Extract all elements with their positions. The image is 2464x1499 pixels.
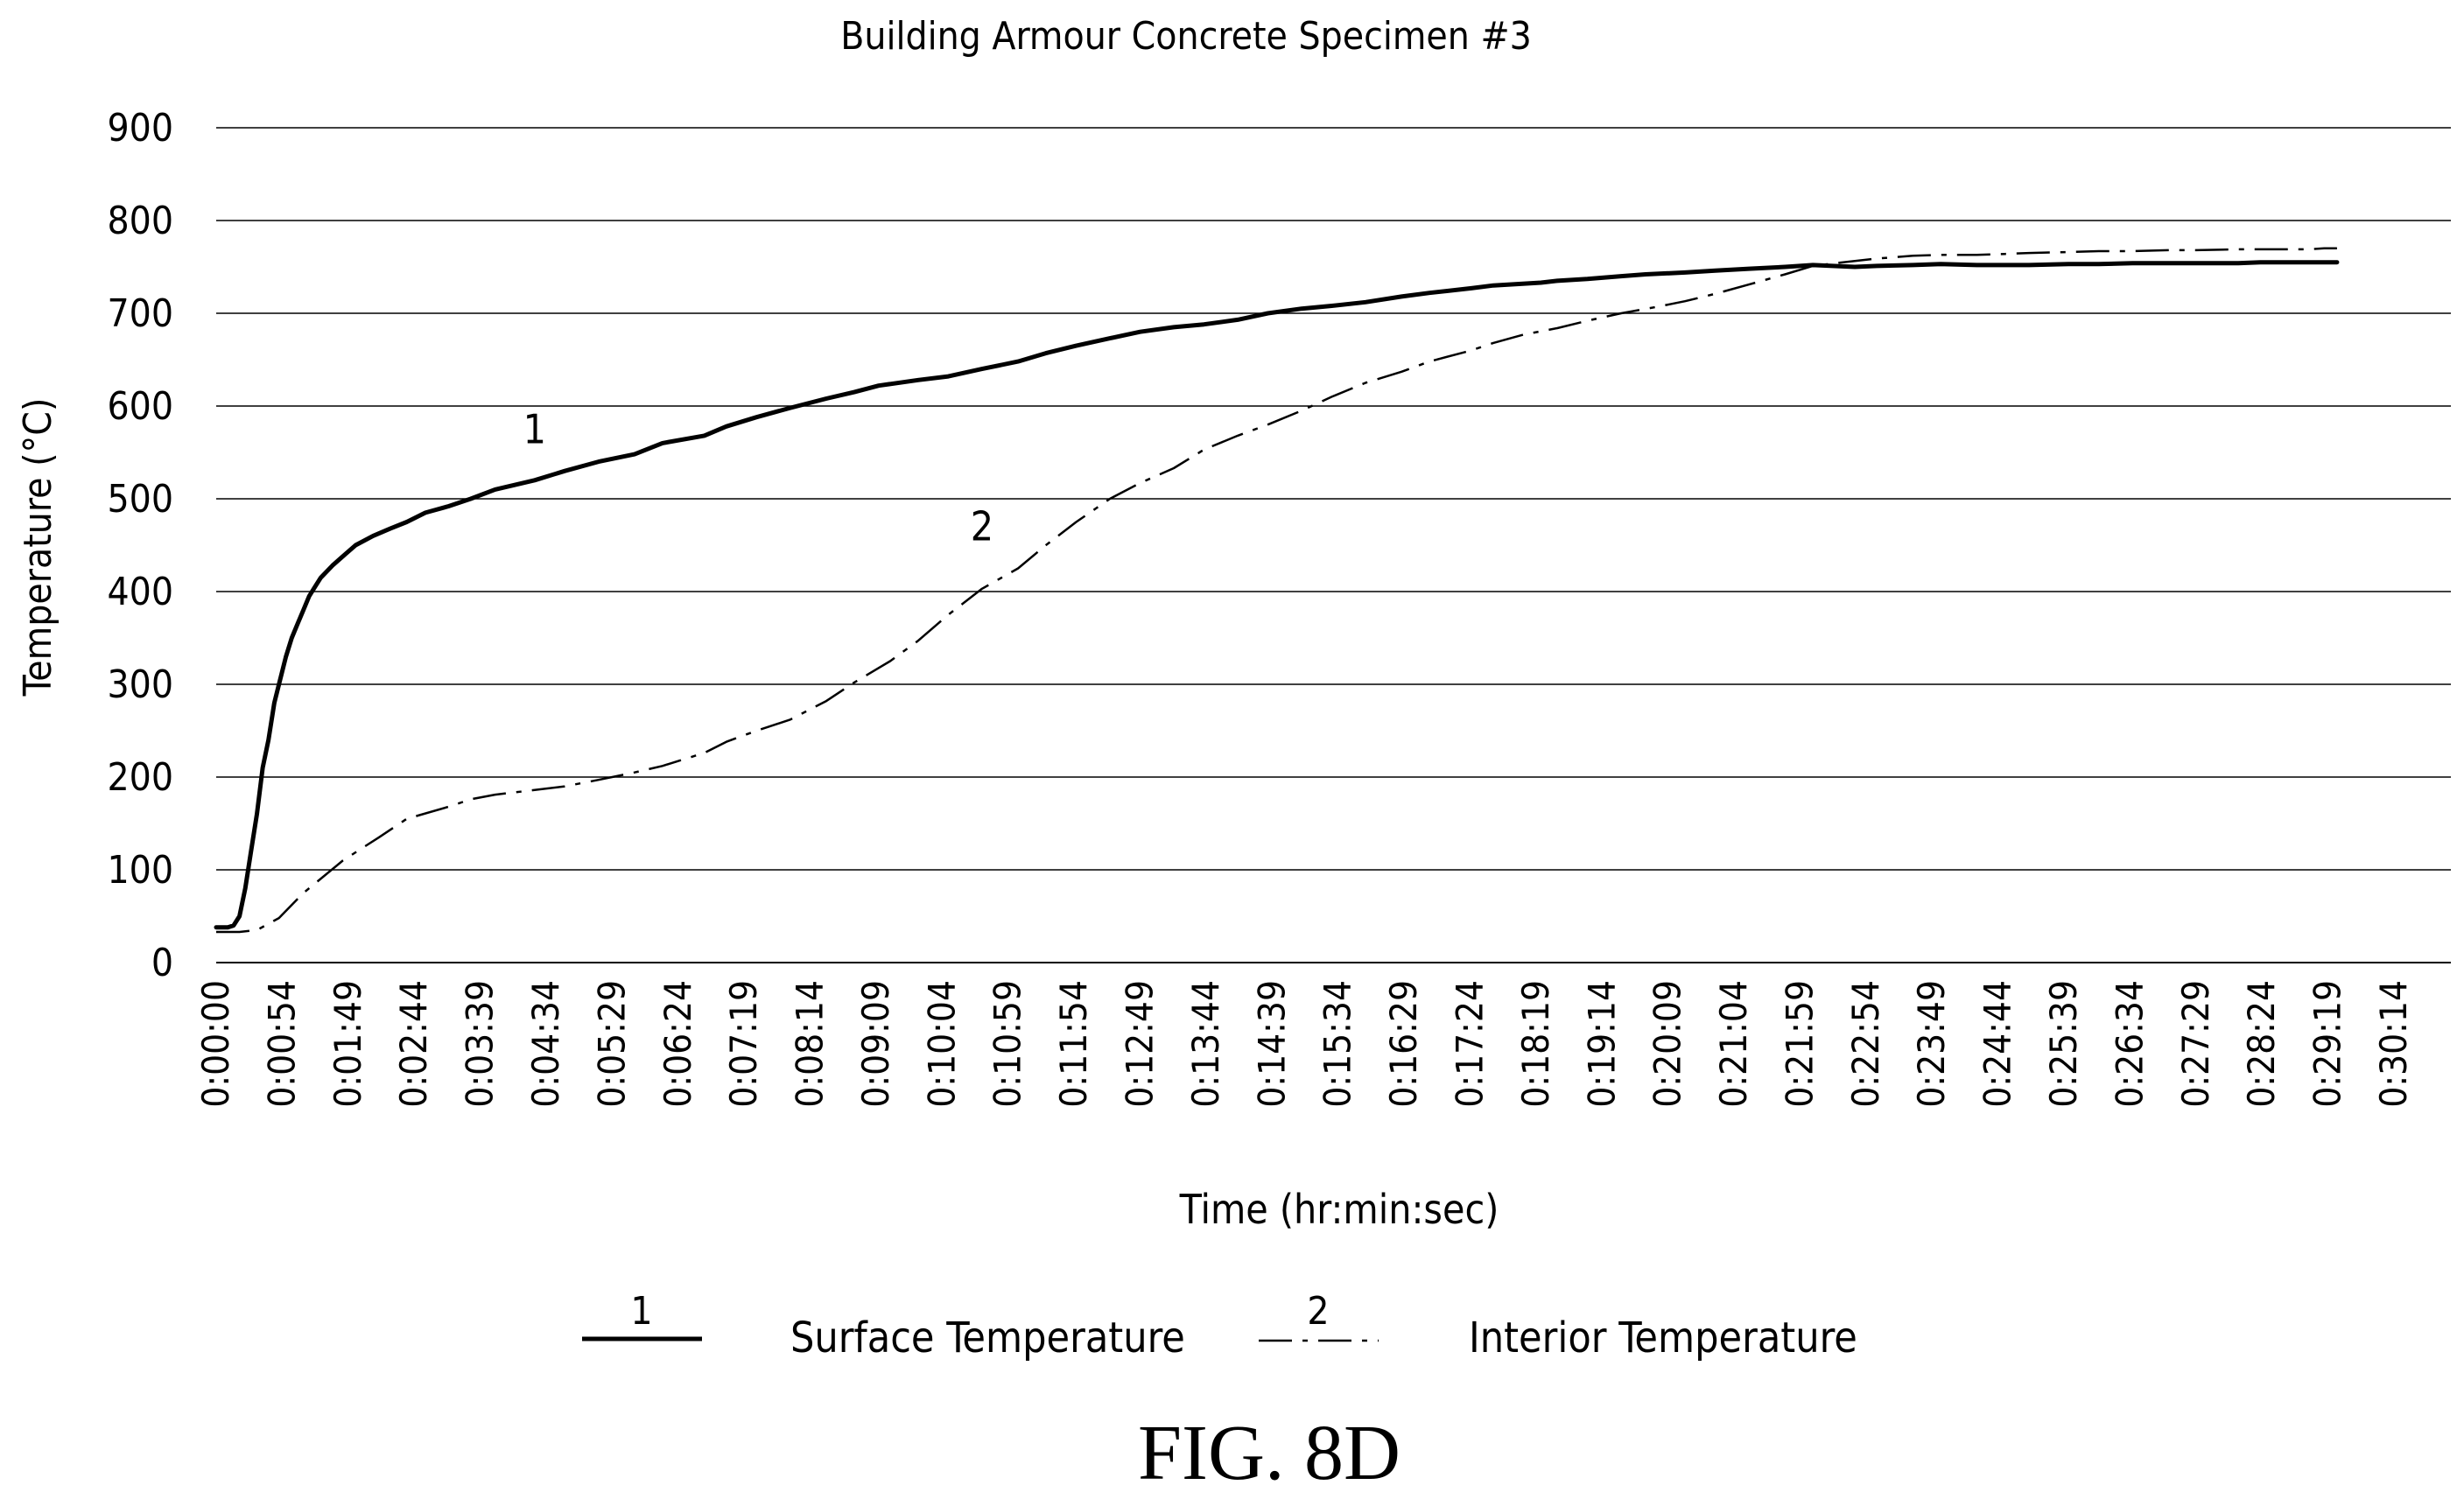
x-tick-label: 0:04:34 bbox=[524, 980, 567, 1108]
x-tick-label: 0:06:24 bbox=[656, 980, 699, 1108]
x-tick-label: 0:19:14 bbox=[1580, 980, 1623, 1108]
x-tick-label: 0:22:54 bbox=[1844, 980, 1887, 1108]
x-tick-label: 0:14:39 bbox=[1250, 980, 1293, 1108]
y-tick-label-500: 500 bbox=[107, 477, 173, 522]
x-tick-label: 0:18:19 bbox=[1514, 980, 1557, 1108]
y-axis-label: Temperature (°C) bbox=[16, 398, 60, 697]
x-axis-label: Time (hr:min:sec) bbox=[1179, 1186, 1499, 1233]
x-tick-label: 0:13:44 bbox=[1184, 980, 1227, 1108]
x-tick-label: 0:20:09 bbox=[1646, 980, 1689, 1108]
y-tick-label-200: 200 bbox=[107, 755, 173, 800]
x-tick-label: 0:05:29 bbox=[590, 980, 633, 1108]
x-tick-label: 0:29:19 bbox=[2306, 980, 2349, 1108]
x-tick-label: 0:27:29 bbox=[2174, 980, 2217, 1108]
x-tick-label: 0:28:24 bbox=[2240, 980, 2283, 1108]
legend-item-interior: 2 Interior Temperature bbox=[1259, 1289, 1857, 1362]
x-tick-label: 0:09:09 bbox=[854, 980, 897, 1108]
series-annotation-1: 1 bbox=[523, 405, 546, 452]
x-tick-label: 0:17:24 bbox=[1448, 980, 1491, 1108]
x-tick-label: 0:12:49 bbox=[1119, 980, 1162, 1108]
x-tick-label: 0:01:49 bbox=[326, 980, 369, 1108]
series-line-interior bbox=[216, 247, 2337, 934]
x-tick-label: 0:03:39 bbox=[459, 980, 502, 1108]
y-axis-tick-labels: 0 100 200 300 400 500 600 700 800 900 bbox=[107, 106, 173, 985]
x-tick-label: 0:16:29 bbox=[1382, 980, 1425, 1108]
series-lines bbox=[214, 247, 2340, 934]
legend-label-interior: Interior Temperature bbox=[1469, 1313, 1857, 1362]
x-tick-label: 0:15:34 bbox=[1316, 980, 1359, 1108]
x-tick-label: 0:21:04 bbox=[1712, 980, 1755, 1108]
x-tick-label: 0:10:59 bbox=[986, 980, 1029, 1108]
y-tick-label-600: 600 bbox=[107, 384, 173, 429]
x-tick-label: 0:30:14 bbox=[2372, 980, 2415, 1108]
x-tick-label: 0:25:39 bbox=[2042, 980, 2085, 1108]
chart-title: Building Armour Concrete Specimen #3 bbox=[840, 14, 1532, 59]
x-tick-label: 0:26:34 bbox=[2108, 980, 2151, 1108]
x-tick-label: 0:08:14 bbox=[789, 980, 832, 1108]
horizontal-gridlines bbox=[216, 127, 2451, 963]
x-tick-label: 0:10:04 bbox=[920, 980, 963, 1108]
x-tick-label: 0:00:54 bbox=[260, 980, 303, 1108]
legend-marker-1: 1 bbox=[630, 1289, 652, 1334]
x-tick-label: 0:23:49 bbox=[1910, 980, 1953, 1108]
y-tick-label-700: 700 bbox=[107, 291, 173, 336]
y-tick-label-100: 100 bbox=[107, 848, 173, 893]
legend-marker-2: 2 bbox=[1307, 1289, 1329, 1334]
y-tick-label-300: 300 bbox=[107, 662, 173, 707]
x-tick-label: 0:00:00 bbox=[194, 980, 237, 1108]
series-line-surface bbox=[214, 260, 2340, 930]
x-tick-label: 0:21:59 bbox=[1778, 980, 1821, 1108]
x-tick-label: 0:24:44 bbox=[1976, 980, 2019, 1108]
y-tick-label-800: 800 bbox=[107, 199, 173, 243]
series-annotation-2: 2 bbox=[971, 503, 993, 550]
figure-caption: FIG. 8D bbox=[1138, 1410, 1400, 1496]
legend: 1 Surface Temperature 2 Interior Tempera… bbox=[582, 1289, 1857, 1362]
y-tick-label-400: 400 bbox=[107, 570, 173, 614]
x-tick-label: 0:07:19 bbox=[722, 980, 765, 1108]
x-tick-label: 0:02:44 bbox=[392, 980, 435, 1108]
x-axis-tick-labels: 0:00:00 0:00:54 0:01:49 0:02:44 0:03:39 0:04:… bbox=[194, 980, 2415, 1108]
legend-label-surface: Surface Temperature bbox=[790, 1313, 1185, 1362]
y-tick-label-0: 0 bbox=[151, 941, 173, 985]
series-annotations: 12 bbox=[523, 405, 993, 550]
legend-item-surface: 1 Surface Temperature bbox=[582, 1289, 1185, 1362]
x-tick-label: 0:11:54 bbox=[1052, 980, 1095, 1108]
y-tick-label-900: 900 bbox=[107, 106, 173, 151]
